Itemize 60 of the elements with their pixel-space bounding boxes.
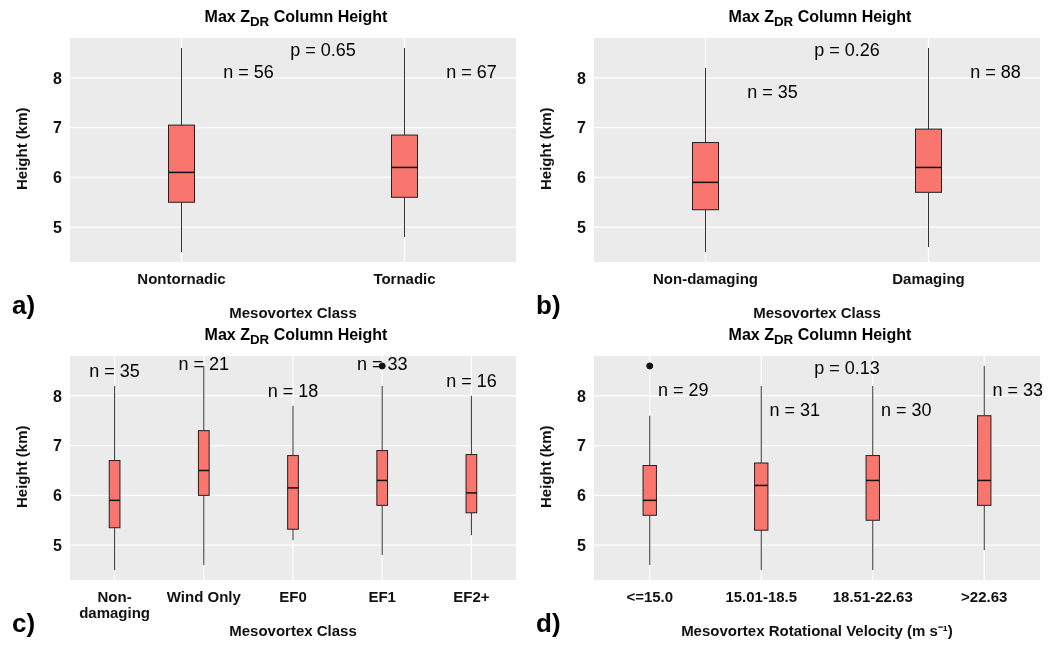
x-tick-label: EF0: [279, 588, 307, 605]
annotation: n = 88: [970, 61, 1021, 82]
annotation: n = 16: [446, 370, 497, 391]
annotation: n = 21: [178, 354, 230, 374]
x-tick-label: >22.63: [961, 588, 1008, 605]
text: c): [12, 608, 36, 638]
y-tick-label: 7: [53, 119, 63, 137]
annotation: n = 35: [89, 360, 140, 381]
y-tick-label: 6: [577, 169, 587, 187]
x-tick-label: 18.51-22.63: [832, 588, 913, 605]
x-axis-title: Mesovortex Class: [229, 622, 357, 639]
annotation: n = 33: [992, 379, 1043, 400]
chart-title: Max Z$_{DR}$ Column Height: [727, 326, 913, 348]
y-tick-label: 8: [53, 387, 63, 405]
annotation: n = 29: [657, 379, 709, 400]
chart-title: Max Z$_{DR}$ Column Height: [203, 326, 389, 348]
y-tick-label: 6: [577, 487, 587, 505]
y-tick-label: 8: [53, 69, 63, 87]
x-tick-label: Wind Only: [166, 588, 242, 605]
x-tick-label: Non-damaging: [79, 588, 151, 621]
x-tick-label: 15.01-18.5: [725, 588, 798, 605]
x-axis-title: Mesovortex Rotational Velocity (m s⁻¹): [681, 622, 953, 639]
x-tick-label: Non-damaging: [653, 270, 758, 287]
annotation: n = 30: [880, 399, 932, 420]
y-axis-title: Height (km): [13, 107, 31, 190]
annotation: n = 35: [747, 81, 798, 102]
x-axis-title: Mesovortex Class: [753, 304, 881, 321]
x-tick-label: <=15.0: [626, 588, 674, 605]
annotation: p = 0.65: [290, 40, 356, 60]
x-tick-label: Damaging: [892, 270, 965, 287]
y-tick-label: 6: [53, 169, 63, 187]
annotation: p = 0.13: [814, 358, 880, 378]
y-tick-label: 5: [53, 218, 63, 236]
y-tick-label: 8: [577, 69, 587, 87]
annotation: n = 18: [267, 380, 319, 401]
y-tick-label: 5: [53, 536, 63, 554]
annotation: n = 56: [223, 61, 274, 82]
chart-title: Max Z$_{DR}$ Column Height: [727, 8, 913, 30]
annotation: p = 0.26: [814, 40, 880, 60]
y-axis-title: Height (km): [537, 425, 555, 508]
y-tick-label: 5: [577, 536, 587, 554]
x-tick-label: EF1: [368, 588, 396, 605]
annotation: n = 67: [446, 61, 497, 82]
chart-title: Max Z$_{DR}$ Column Height: [203, 8, 389, 30]
y-tick-label: 5: [577, 218, 587, 236]
annotation: n = 31: [769, 399, 820, 420]
x-tick-label: EF2+: [453, 588, 490, 605]
y-tick-label: 7: [577, 119, 587, 137]
y-tick-label: 6: [53, 487, 63, 505]
y-axis-title: Height (km): [13, 425, 31, 508]
y-tick-label: 8: [577, 387, 587, 405]
text: d): [536, 608, 561, 638]
text: b): [536, 290, 561, 320]
y-tick-label: 7: [577, 437, 587, 455]
text: a): [12, 290, 36, 320]
x-tick-label: Nontornadic: [137, 270, 226, 287]
y-axis-title: Height (km): [537, 107, 555, 190]
x-axis-title: Mesovortex Class: [229, 304, 357, 321]
y-tick-label: 7: [53, 437, 63, 455]
x-tick-label: Tornadic: [373, 270, 436, 287]
